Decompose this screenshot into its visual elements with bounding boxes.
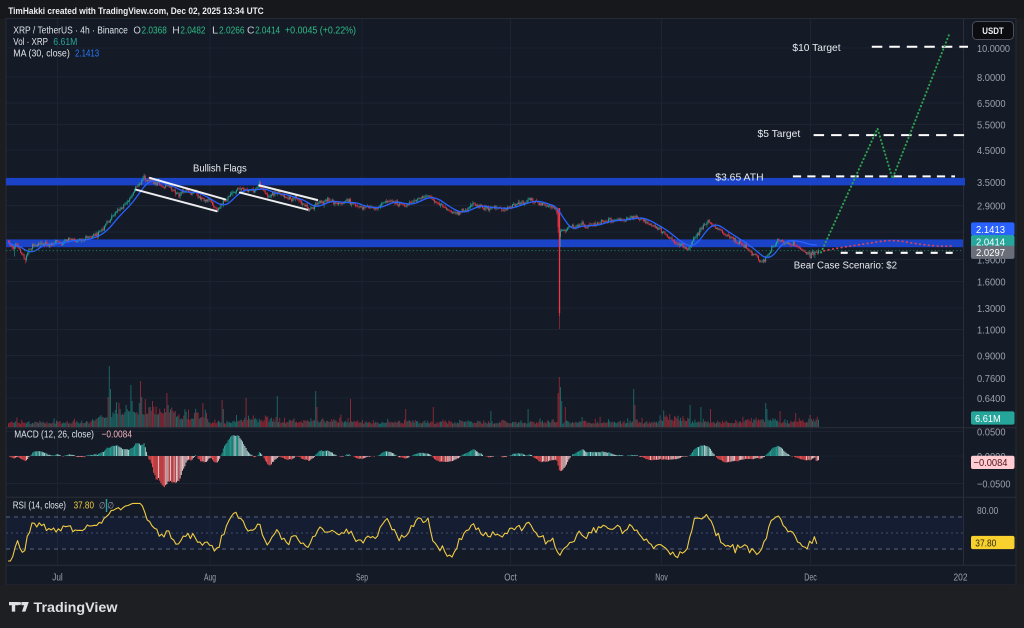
svg-text:0.9000: 0.9000 — [977, 351, 1006, 362]
svg-text:Aug: Aug — [204, 573, 216, 584]
svg-text:2.1413: 2.1413 — [976, 225, 1005, 236]
svg-text:2.9000: 2.9000 — [977, 201, 1006, 212]
svg-text:H: H — [172, 25, 180, 36]
svg-text:10.0000: 10.0000 — [977, 44, 1010, 55]
svg-text:Vol · XRP: Vol · XRP — [13, 37, 48, 48]
svg-text:−0.0084: −0.0084 — [974, 458, 1008, 469]
svg-text:5.5000: 5.5000 — [977, 120, 1006, 131]
svg-text:8.0000: 8.0000 — [977, 73, 1006, 84]
svg-text:2.0414: 2.0414 — [976, 238, 1005, 249]
svg-text:Jul: Jul — [52, 573, 63, 584]
svg-text:RSI (14, close): RSI (14, close) — [13, 501, 66, 512]
svg-text:2.0414: 2.0414 — [255, 25, 280, 36]
svg-text:2.0297: 2.0297 — [976, 248, 1005, 259]
svg-text:Sep: Sep — [356, 573, 368, 584]
svg-text:0.0500: 0.0500 — [977, 427, 1006, 438]
svg-text:202: 202 — [954, 573, 968, 584]
svg-text:6.61M: 6.61M — [53, 37, 77, 48]
svg-text:2.0266: 2.0266 — [219, 25, 245, 36]
svg-text:+0.0045 (+0.22%): +0.0045 (+0.22%) — [285, 25, 356, 36]
svg-text:Nov: Nov — [655, 573, 668, 584]
svg-text:$5 Target: $5 Target — [758, 128, 801, 140]
svg-text:2.0482: 2.0482 — [180, 25, 205, 36]
svg-text:1.1000: 1.1000 — [977, 325, 1006, 336]
svg-text:6.61M: 6.61M — [975, 414, 1001, 425]
svg-text:1.9000: 1.9000 — [977, 255, 1006, 266]
svg-text:2.1413: 2.1413 — [75, 48, 99, 59]
svg-text:Oct: Oct — [504, 573, 517, 584]
svg-text:80.00: 80.00 — [977, 506, 998, 517]
svg-text:−0.0084: −0.0084 — [102, 430, 133, 441]
svg-text:37.80: 37.80 — [74, 501, 95, 512]
svg-text:6.5000: 6.5000 — [977, 99, 1006, 110]
svg-text:L: L — [212, 25, 219, 36]
svg-text:Bullish Flags: Bullish Flags — [193, 163, 247, 175]
svg-text:4.5000: 4.5000 — [977, 146, 1006, 157]
svg-text:$3.65 ATH: $3.65 ATH — [715, 172, 763, 184]
svg-text:1.3000: 1.3000 — [977, 304, 1006, 315]
svg-text:2.0368: 2.0368 — [142, 25, 168, 36]
svg-text:MA (30, close): MA (30, close) — [13, 48, 70, 59]
svg-text:−0.0500: −0.0500 — [977, 479, 1011, 490]
svg-text:MACD (12, 26, close): MACD (12, 26, close) — [14, 430, 94, 441]
svg-text:0.6400: 0.6400 — [977, 394, 1006, 405]
svg-text:XRP / TetherUS · 4h · Binance: XRP / TetherUS · 4h · Binance — [13, 25, 128, 36]
svg-text:3.5000: 3.5000 — [977, 178, 1006, 189]
svg-text:USDT: USDT — [982, 26, 1004, 37]
svg-text:Dec: Dec — [804, 573, 817, 584]
svg-text:TimHakki created with TradingV: TimHakki created with TradingView.com, D… — [8, 5, 264, 16]
svg-text:0.7600: 0.7600 — [977, 374, 1006, 385]
svg-text:37.80: 37.80 — [975, 538, 996, 549]
svg-text:O: O — [133, 25, 141, 36]
svg-text:$10 Target: $10 Target — [792, 42, 840, 54]
svg-text:Bear Case Scenario: $2: Bear Case Scenario: $2 — [794, 259, 897, 271]
svg-text:1.6000: 1.6000 — [977, 277, 1006, 288]
svg-text:C: C — [247, 25, 255, 36]
svg-text:∅ ∅: ∅ ∅ — [99, 501, 114, 511]
svg-text:TradingView: TradingView — [34, 600, 119, 615]
